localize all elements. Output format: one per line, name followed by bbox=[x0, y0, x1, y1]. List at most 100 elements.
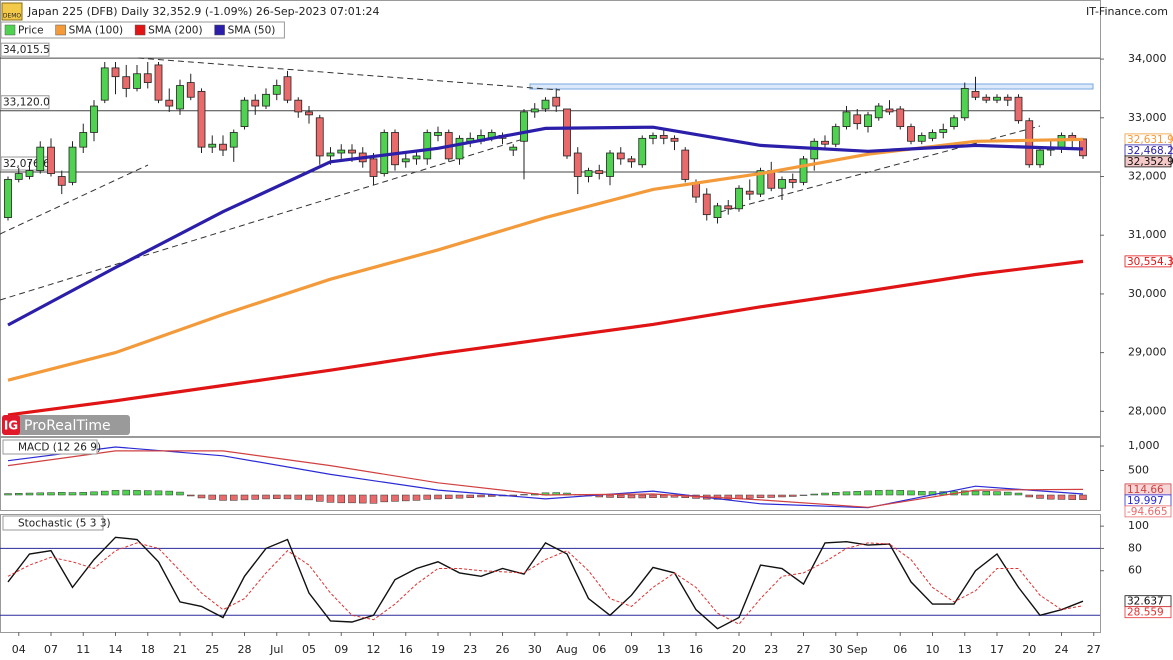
logo-mark bbox=[2, 415, 20, 435]
y-tick-label: 33,000 bbox=[1128, 111, 1167, 124]
series-line bbox=[7, 259, 1084, 417]
legend-label: SMA (200) bbox=[148, 25, 202, 37]
level-label: 34,015.5 bbox=[3, 44, 50, 56]
x-tick-label: 26 bbox=[496, 643, 510, 656]
histogram-bar bbox=[391, 494, 399, 502]
histogram-bar bbox=[316, 494, 324, 502]
candle-body bbox=[563, 108, 571, 157]
brand: IT-Finance.com bbox=[1086, 5, 1168, 18]
histogram-bar bbox=[111, 490, 120, 496]
candle-body bbox=[745, 190, 754, 195]
histogram-bar bbox=[208, 494, 216, 500]
x-tick-label: 11 bbox=[76, 643, 90, 656]
candle-body bbox=[100, 67, 109, 101]
price-tag-label: 114.66 bbox=[1127, 484, 1164, 496]
candle-body bbox=[788, 179, 797, 183]
histogram-bar bbox=[810, 493, 818, 496]
candle-body bbox=[14, 173, 23, 180]
histogram-bar bbox=[638, 494, 646, 499]
candle-body bbox=[541, 99, 550, 110]
histogram-bar bbox=[853, 491, 861, 496]
candle-body bbox=[79, 132, 88, 148]
candle-body bbox=[90, 105, 98, 133]
histogram-bar bbox=[262, 494, 270, 500]
candle-body bbox=[907, 126, 915, 142]
histogram-bar bbox=[369, 494, 378, 504]
candle-body bbox=[939, 129, 948, 133]
histogram-bar bbox=[832, 492, 840, 496]
candle-body bbox=[197, 90, 206, 148]
histogram-bar bbox=[294, 494, 302, 500]
candle-body bbox=[627, 158, 636, 163]
histogram-bar bbox=[380, 494, 388, 503]
candle-body bbox=[122, 76, 131, 89]
candle-body bbox=[337, 149, 346, 154]
histogram-bar bbox=[219, 494, 227, 501]
price-tag-label: 32,352.9 bbox=[1127, 156, 1173, 168]
x-tick-label: 05 bbox=[302, 643, 316, 656]
logo bbox=[2, 415, 130, 435]
legend-swatch bbox=[55, 24, 66, 36]
price-tag bbox=[1124, 155, 1172, 168]
candle-body bbox=[133, 73, 141, 89]
histogram-bar bbox=[520, 494, 528, 496]
histogram-bar bbox=[337, 494, 345, 504]
candle-body bbox=[735, 187, 743, 210]
candle-body bbox=[1025, 120, 1034, 166]
price-tag-label: 28.559 bbox=[1127, 607, 1164, 619]
x-tick-label: 09 bbox=[334, 643, 348, 656]
histogram-bar bbox=[283, 494, 292, 500]
legend-label: SMA (100) bbox=[69, 25, 123, 37]
series-line bbox=[7, 125, 1084, 327]
legend-label: SMA (50) bbox=[228, 25, 276, 37]
legend-swatch bbox=[134, 24, 146, 36]
legend: Price SMA (100) SMA (200) SMA (50) bbox=[0, 21, 285, 39]
candle-body bbox=[960, 88, 969, 119]
histogram-bar bbox=[187, 494, 195, 497]
candle-body bbox=[1014, 96, 1023, 122]
price-tag bbox=[1124, 606, 1172, 619]
candle-body bbox=[853, 114, 862, 125]
histogram-bar bbox=[1014, 492, 1023, 496]
candle-body bbox=[606, 152, 614, 177]
histogram-bar bbox=[907, 490, 915, 496]
y-tick-label: 80 bbox=[1128, 541, 1142, 554]
histogram-bar bbox=[176, 491, 184, 496]
legend-swatch bbox=[4, 24, 16, 36]
stoch-title: Stochastic (5 3 3) bbox=[18, 518, 111, 530]
series-line bbox=[7, 450, 1084, 508]
histogram-bar bbox=[154, 490, 163, 496]
candle-body bbox=[294, 99, 303, 113]
x-tick-label: 16 bbox=[689, 643, 703, 656]
candle-body bbox=[885, 108, 894, 113]
candle-body bbox=[520, 111, 528, 142]
histogram-bar bbox=[133, 490, 141, 496]
x-tick-label: 23 bbox=[764, 643, 778, 656]
y-tick-label: 31,000 bbox=[1128, 228, 1167, 241]
histogram-bar bbox=[412, 494, 421, 501]
y-tick-label: 1,000 bbox=[1128, 439, 1160, 452]
candle-body bbox=[713, 205, 722, 218]
badge-text: DEMO bbox=[3, 13, 22, 20]
candle-body bbox=[326, 152, 335, 157]
legend-swatch bbox=[214, 24, 225, 36]
histogram-bar bbox=[359, 494, 367, 504]
candle-body bbox=[272, 85, 281, 95]
x-tick-label: 28 bbox=[238, 643, 252, 656]
histogram-bar bbox=[724, 494, 732, 500]
candle-body bbox=[681, 149, 690, 180]
price-tag-label: 19.997 bbox=[1127, 495, 1164, 507]
candle-body bbox=[305, 111, 313, 116]
candle-body bbox=[573, 152, 582, 177]
candle-body bbox=[584, 170, 593, 177]
histogram-bar bbox=[230, 494, 238, 501]
macd-title: MACD (12 26 9) bbox=[18, 442, 101, 454]
x-tick-label: 14 bbox=[109, 643, 123, 656]
histogram-bar bbox=[445, 494, 453, 499]
price-tag bbox=[1124, 255, 1172, 268]
candle-body bbox=[1036, 149, 1044, 166]
histogram-bar bbox=[1025, 494, 1033, 498]
histogram-bar bbox=[1004, 491, 1012, 496]
x-tick-label: 30 bbox=[829, 643, 843, 656]
histogram-bar bbox=[767, 494, 775, 498]
